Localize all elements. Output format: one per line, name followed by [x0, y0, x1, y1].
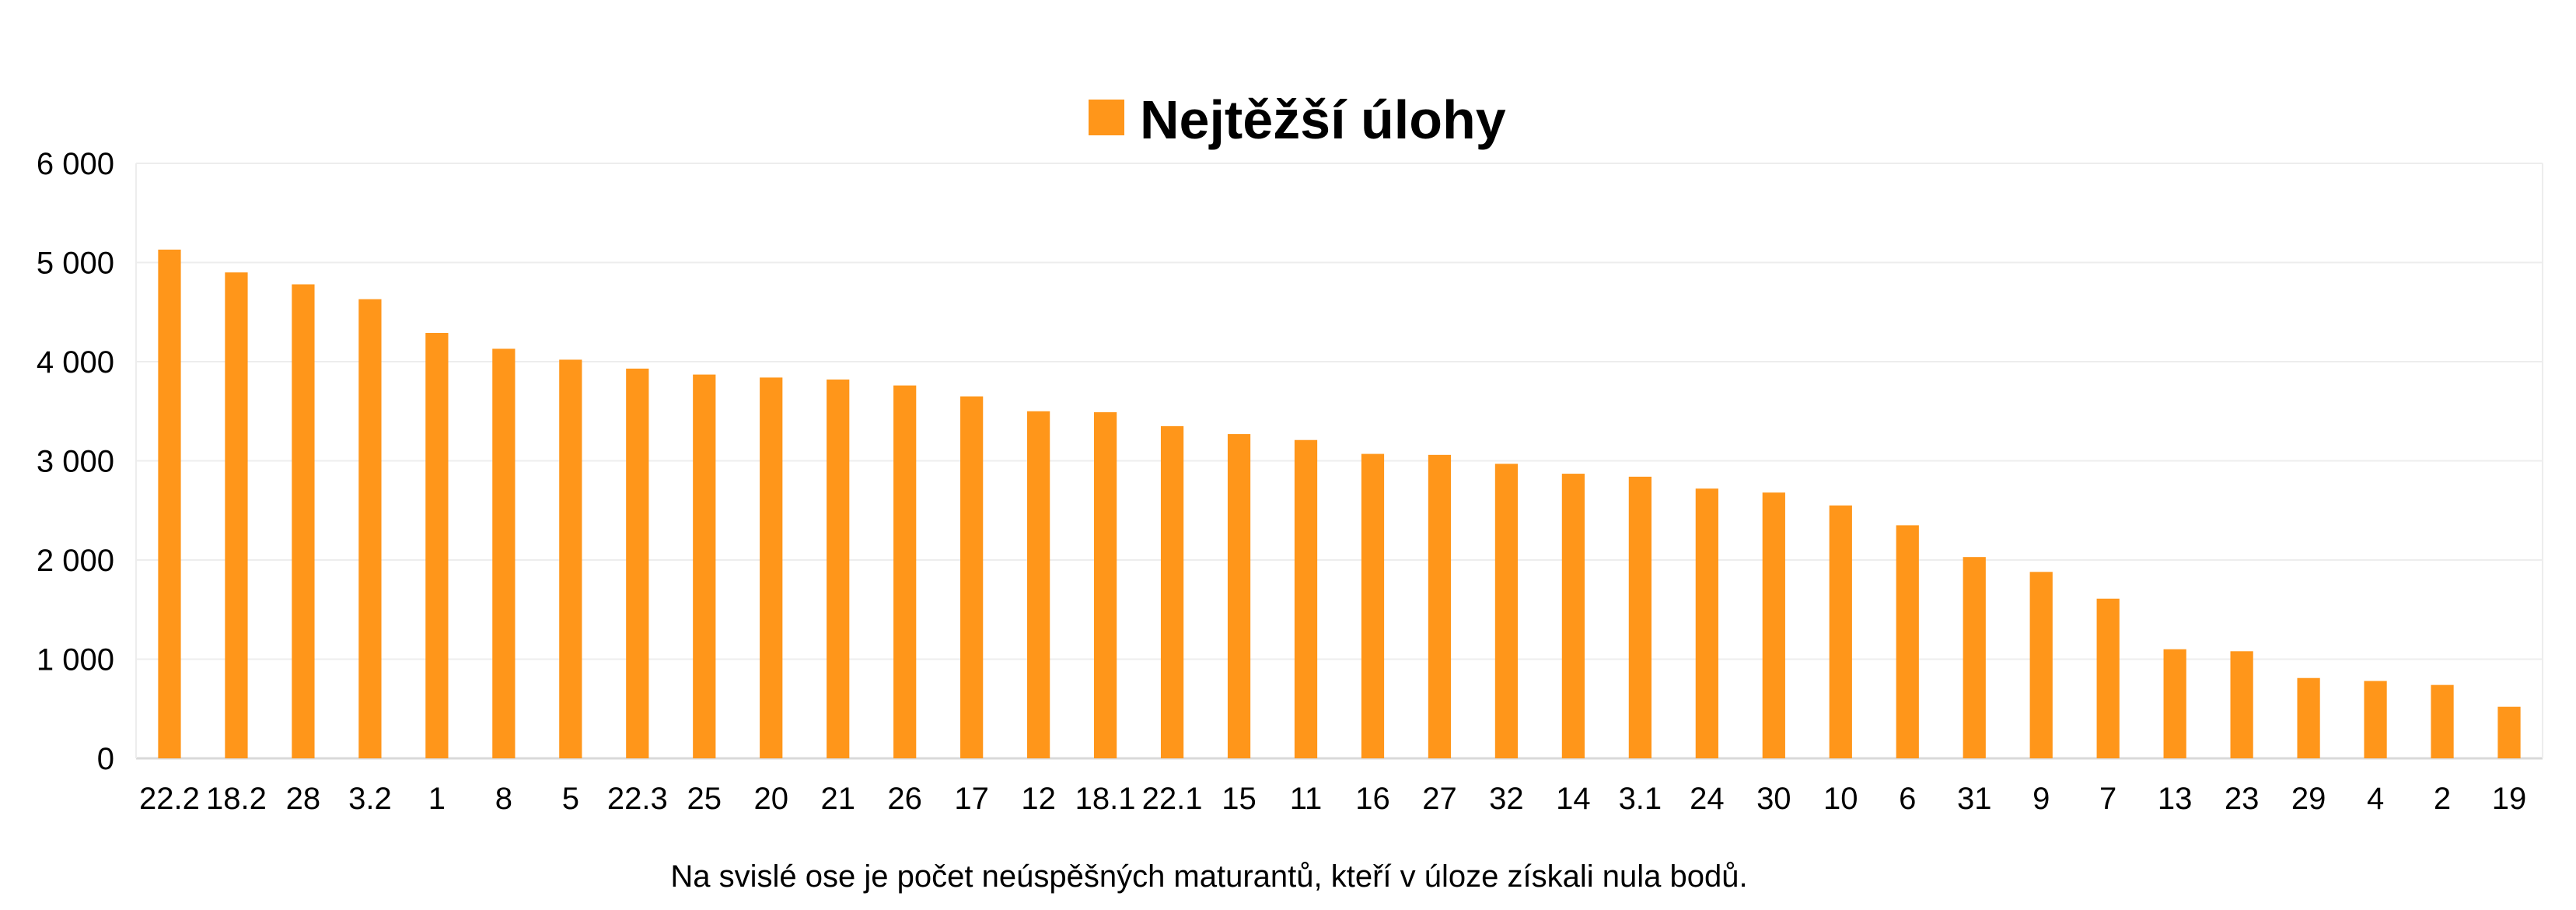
x-tick-label: 1	[428, 782, 446, 816]
x-tick-label: 3.1	[1619, 782, 1662, 816]
bar	[1561, 474, 1585, 758]
bar	[2297, 677, 2320, 758]
gridlines	[135, 163, 2543, 760]
bar	[2163, 649, 2186, 758]
x-axis-ticks: 22.2 18.2 28 3.2 1 8 5 22.3 25 20 21 26 17 12 18.1 22.1…	[139, 782, 2526, 816]
legend-label: Nejtěžší úlohy	[1140, 89, 1506, 150]
bar	[1762, 492, 1785, 758]
x-tick-label: 20	[753, 782, 788, 816]
bar	[2230, 651, 2253, 758]
bar	[1628, 476, 1652, 758]
x-tick-label: 12	[1021, 782, 1056, 816]
y-tick-label: 3 000	[37, 445, 114, 479]
bar	[1896, 525, 1919, 758]
bar	[2497, 706, 2521, 758]
bar	[1160, 425, 1184, 758]
x-tick-label: 24	[1690, 782, 1725, 816]
bar	[225, 272, 248, 758]
x-tick-label: 11	[1290, 782, 1323, 816]
x-tick-label: 15	[1222, 782, 1257, 816]
bar	[693, 374, 716, 758]
y-tick-label: 1 000	[37, 643, 114, 677]
y-tick-label: 0	[97, 742, 114, 776]
x-tick-label: 28	[286, 782, 321, 816]
legend: Nejtěžší úlohy	[1089, 89, 1506, 150]
x-tick-label: 29	[2291, 782, 2326, 816]
bar	[960, 396, 984, 758]
x-tick-label: 22.2	[139, 782, 200, 816]
bar	[2096, 598, 2120, 758]
bar	[158, 249, 181, 758]
x-tick-label: 13	[2158, 782, 2193, 816]
x-tick-label: 32	[1489, 782, 1524, 816]
bar	[292, 284, 315, 758]
bar	[492, 348, 516, 758]
y-tick-label: 6 000	[37, 147, 114, 181]
x-tick-label: 26	[887, 782, 922, 816]
bar	[2029, 572, 2053, 758]
bar	[358, 299, 382, 758]
x-tick-label: 27	[1422, 782, 1457, 816]
bar	[760, 377, 783, 758]
bar	[559, 359, 582, 758]
x-tick-label: 31	[1957, 782, 1992, 816]
x-tick-label: 21	[820, 782, 855, 816]
x-tick-label: 16	[1355, 782, 1390, 816]
x-tick-label: 23	[2225, 782, 2260, 816]
x-tick-label: 25	[687, 782, 722, 816]
bar	[1361, 453, 1385, 758]
bar	[1027, 411, 1050, 758]
x-tick-label: 19	[2492, 782, 2527, 816]
bar	[893, 385, 917, 758]
bar	[1963, 557, 1986, 758]
x-tick-label: 3.2	[348, 782, 392, 816]
x-tick-label: 5	[562, 782, 579, 816]
chart-note: Na svislé ose je počet neúspěšných matur…	[670, 859, 1747, 894]
x-tick-label: 7	[2099, 782, 2116, 816]
bar	[1829, 505, 1852, 758]
x-tick-label: 6	[1899, 782, 1916, 816]
x-tick-label: 18.2	[206, 782, 267, 816]
y-tick-label: 5 000	[37, 247, 114, 281]
x-tick-label: 8	[495, 782, 512, 816]
bar	[1695, 488, 1718, 758]
y-tick-label: 4 000	[37, 345, 114, 380]
bar	[2364, 681, 2387, 758]
y-tick-label: 2 000	[37, 544, 114, 578]
x-tick-label: 9	[2032, 782, 2050, 816]
bar	[1494, 464, 1519, 758]
x-tick-label: 2	[2434, 782, 2451, 816]
legend-swatch	[1089, 100, 1124, 135]
x-tick-label: 18.1	[1075, 782, 1136, 816]
bar	[1428, 454, 1452, 758]
y-axis-ticks: 0 1 000 2 000 3 000 4 000 5 000 6 000	[37, 147, 114, 776]
x-tick-label: 4	[2367, 782, 2384, 816]
bar	[1227, 434, 1251, 758]
bar	[1294, 439, 1318, 758]
bar	[2431, 684, 2454, 758]
x-tick-label: 10	[1823, 782, 1858, 816]
x-tick-label: 14	[1556, 782, 1591, 816]
bar	[626, 368, 649, 758]
bars	[158, 249, 2521, 758]
x-tick-label: 17	[954, 782, 989, 816]
bar	[425, 333, 449, 758]
x-tick-label: 30	[1756, 782, 1791, 816]
bar	[827, 379, 850, 758]
x-tick-label: 22.3	[607, 782, 668, 816]
x-tick-label: 22.1	[1142, 782, 1203, 816]
bar	[1093, 412, 1117, 758]
